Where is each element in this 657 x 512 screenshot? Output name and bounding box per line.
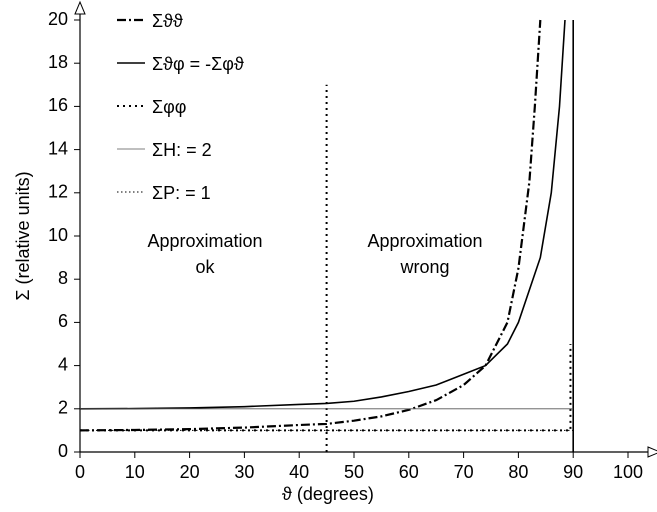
x-tick-label: 70 (454, 462, 474, 482)
y-tick-label: 10 (48, 225, 68, 245)
annotation: Approximation (367, 231, 482, 251)
y-axis-label: Σ (relative units) (13, 171, 33, 300)
x-tick-label: 50 (344, 462, 364, 482)
y-tick-label: 2 (58, 398, 68, 418)
x-axis-arrow (647, 446, 657, 458)
y-tick-label: 18 (48, 52, 68, 72)
annotation: Approximation (147, 231, 262, 251)
legend-label: Σϑφ = -Σφϑ (152, 54, 244, 74)
legend-label: Σϑϑ (152, 11, 183, 31)
y-tick-label: 16 (48, 95, 68, 115)
legend-label: ΣH: = 2 (152, 140, 212, 160)
series-line (80, 344, 572, 432)
x-tick-label: 40 (289, 462, 309, 482)
legend-label: Σφφ (152, 97, 186, 117)
y-tick-label: 0 (58, 441, 68, 461)
annotation: wrong (399, 257, 449, 277)
x-tick-label: 10 (125, 462, 145, 482)
y-axis-arrow (74, 0, 86, 15)
y-tick-label: 4 (58, 354, 68, 374)
x-tick-label: 80 (508, 462, 528, 482)
x-tick-label: 100 (613, 462, 643, 482)
legend-label: ΣP: = 1 (152, 183, 211, 203)
series-line (79, 19, 574, 452)
y-tick-label: 20 (48, 9, 68, 29)
x-tick-label: 30 (234, 462, 254, 482)
x-tick-label: 0 (75, 462, 85, 482)
x-tick-label: 20 (180, 462, 200, 482)
x-axis-label: ϑ (degrees) (282, 484, 374, 504)
y-tick-label: 6 (58, 311, 68, 331)
y-tick-label: 8 (58, 268, 68, 288)
x-tick-label: 60 (399, 462, 419, 482)
y-tick-label: 14 (48, 138, 68, 158)
y-tick-label: 12 (48, 182, 68, 202)
x-tick-label: 90 (563, 462, 583, 482)
annotation: ok (195, 257, 215, 277)
series-line (79, 19, 542, 432)
